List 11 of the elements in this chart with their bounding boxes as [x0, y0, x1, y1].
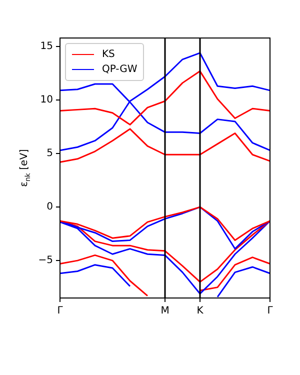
- y-tick-label: 5: [46, 148, 53, 160]
- y-tick-label: 15: [40, 41, 53, 52]
- y-tick-label: −5: [38, 255, 53, 266]
- x-tick-label: M: [160, 306, 170, 317]
- x-tick-label: K: [196, 306, 204, 317]
- x-tick-label: Γ: [57, 306, 64, 317]
- y-tick-label: 0: [46, 202, 53, 213]
- legend-label: KS: [102, 49, 115, 60]
- y-tick-label: 10: [40, 94, 53, 106]
- legend-label: QP-GW: [102, 64, 138, 75]
- x-tick-label: Γ: [267, 306, 274, 317]
